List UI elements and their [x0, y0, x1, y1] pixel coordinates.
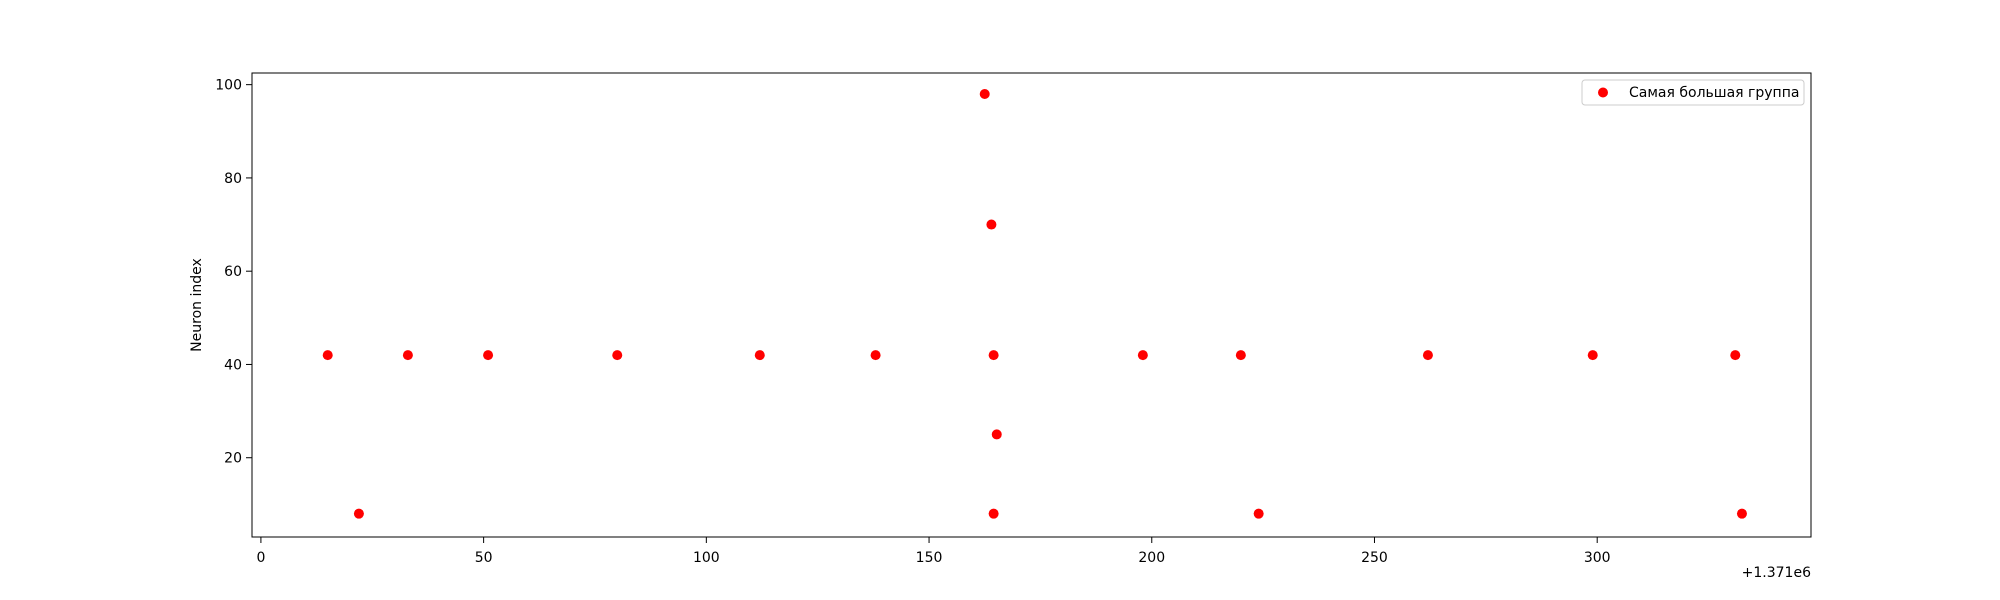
legend-box	[1581, 79, 1805, 106]
data-point	[353, 508, 364, 519]
x-tick-label: 0	[256, 550, 265, 566]
x-tick-label: 250	[1361, 550, 1388, 566]
y-tick-label: 40	[224, 357, 242, 373]
plot-frame	[251, 72, 1812, 538]
data-point	[1235, 350, 1246, 361]
data-point	[1253, 508, 1264, 519]
data-point	[1422, 350, 1433, 361]
data-point	[483, 350, 494, 361]
data-point	[988, 350, 999, 361]
data-point	[986, 219, 997, 230]
data-point	[991, 429, 1002, 440]
x-tick-label: 50	[475, 550, 493, 566]
axis-ticks: 0 50 100 150 200 250 300 20 40 60 80 100	[215, 78, 1610, 566]
data-points	[322, 88, 1747, 519]
y-tick-label: 20	[224, 451, 242, 467]
y-axis-label: Neuron index	[189, 258, 205, 352]
x-tick-label: 300	[1584, 550, 1611, 566]
data-point	[1587, 350, 1598, 361]
y-tick-label: 60	[224, 264, 242, 280]
data-point	[1730, 350, 1741, 361]
data-point	[402, 350, 413, 361]
data-point	[979, 88, 990, 99]
x-tick-label: 200	[1138, 550, 1165, 566]
y-tick-label: 80	[224, 171, 242, 187]
x-tick-label: 150	[916, 550, 943, 566]
data-point	[988, 508, 999, 519]
data-point	[1736, 508, 1747, 519]
data-point	[1137, 350, 1148, 361]
y-tick-label: 100	[215, 78, 242, 94]
legend: Самая большая группа	[1581, 79, 1805, 106]
data-point	[870, 350, 881, 361]
data-point	[612, 350, 623, 361]
data-point	[754, 350, 765, 361]
legend-label: Самая большая группа	[1629, 85, 1799, 101]
x-axis-offset-label: +1.371e6	[1742, 565, 1811, 581]
legend-marker	[1598, 87, 1608, 98]
x-tick-label: 100	[693, 550, 720, 566]
data-point	[322, 350, 333, 361]
